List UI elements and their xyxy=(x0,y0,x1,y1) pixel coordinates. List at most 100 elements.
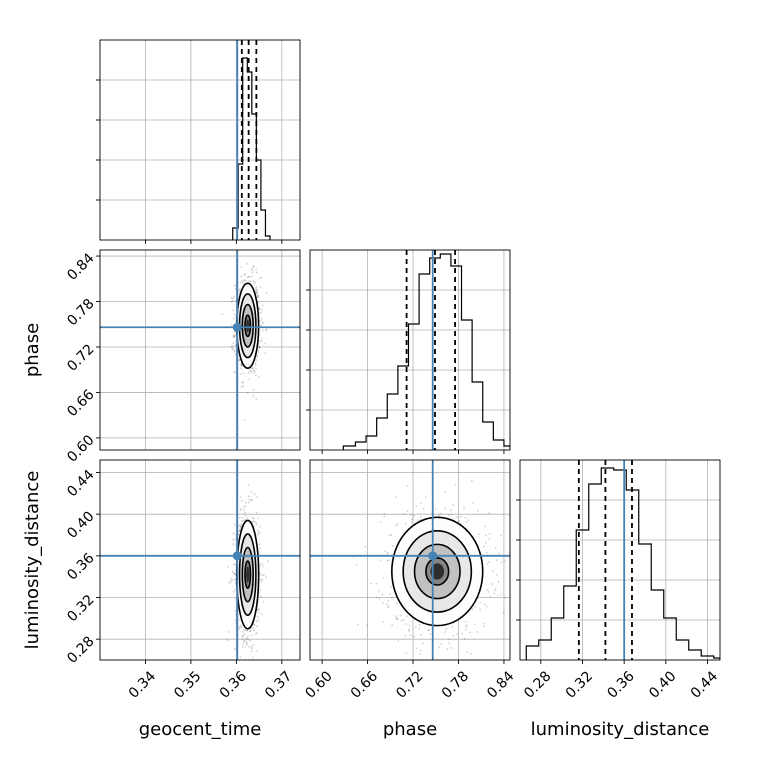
sample-point xyxy=(504,596,507,599)
sample-point xyxy=(450,647,452,649)
sample-point xyxy=(233,335,236,338)
sample-point xyxy=(247,372,250,375)
sample-point xyxy=(243,633,246,636)
sample-point xyxy=(260,663,262,665)
sample-point xyxy=(233,336,236,339)
sample-point xyxy=(233,331,236,334)
sample-point xyxy=(387,606,389,609)
sample-point xyxy=(245,637,247,640)
sample-point xyxy=(255,286,258,289)
sample-point xyxy=(234,589,236,592)
sample-point xyxy=(247,635,249,637)
sample-point xyxy=(253,282,256,285)
sample-point xyxy=(255,267,258,270)
sample-point xyxy=(411,518,414,521)
sample-point xyxy=(259,578,262,581)
sample-point xyxy=(424,496,427,499)
sample-point xyxy=(259,339,261,342)
sample-point xyxy=(488,595,491,598)
sample-point xyxy=(256,295,259,298)
sample-point xyxy=(262,322,265,325)
sample-point xyxy=(254,281,256,284)
sample-point xyxy=(260,595,263,598)
sample-point xyxy=(258,347,260,349)
sample-point xyxy=(239,516,241,519)
sample-point xyxy=(391,624,394,626)
sample-point xyxy=(243,418,246,421)
sample-point xyxy=(455,633,458,635)
sample-point xyxy=(261,329,264,332)
sample-point xyxy=(244,504,247,507)
sample-point xyxy=(253,520,256,523)
y-tick-label-luminosity_distance: 0.32 xyxy=(64,592,97,625)
sample-point xyxy=(234,578,236,581)
sample-point xyxy=(241,499,243,502)
sample-point xyxy=(234,345,237,347)
sample-point xyxy=(252,644,255,646)
sample-point xyxy=(488,538,491,540)
sample-point xyxy=(240,363,243,366)
sample-point xyxy=(243,640,246,642)
joint-panel-phase-luminosity_distance xyxy=(310,460,513,660)
sample-point xyxy=(494,588,497,591)
sample-point xyxy=(399,614,402,617)
sample-point xyxy=(382,621,385,624)
sample-point xyxy=(238,288,241,291)
sample-point xyxy=(242,279,245,282)
sample-point xyxy=(234,579,237,581)
sample-point xyxy=(255,291,258,294)
sample-point xyxy=(445,627,448,630)
sample-point xyxy=(511,534,513,536)
sample-point xyxy=(241,637,244,640)
sample-point xyxy=(243,640,245,642)
sample-point xyxy=(230,580,233,583)
sample-point xyxy=(255,271,258,274)
sample-point xyxy=(245,641,248,643)
histogram-geocent_time xyxy=(232,57,271,240)
joint-panel-geocent_time-luminosity_distance xyxy=(100,460,300,665)
sample-point xyxy=(252,369,255,372)
y-tick-label-phase: 0.72 xyxy=(64,341,97,374)
sample-point xyxy=(243,273,246,276)
contour-line xyxy=(244,560,252,589)
histogram-panel-phase xyxy=(310,250,510,450)
sample-point xyxy=(251,647,253,650)
sample-point xyxy=(231,345,234,347)
sample-point xyxy=(482,622,485,625)
sample-point xyxy=(248,280,251,283)
sample-point xyxy=(230,577,232,580)
sample-point xyxy=(471,608,474,610)
sample-point xyxy=(413,515,415,517)
sample-point xyxy=(261,562,264,565)
sample-point xyxy=(231,579,234,582)
sample-point xyxy=(488,560,490,563)
sample-point xyxy=(260,337,263,340)
sample-point xyxy=(262,601,265,603)
sample-point xyxy=(261,578,264,581)
sample-point xyxy=(244,514,247,517)
sample-point xyxy=(240,523,243,526)
sample-point xyxy=(438,514,440,517)
sample-point xyxy=(405,652,408,654)
y-axis-label-phase: phase xyxy=(22,323,43,377)
sample-point xyxy=(470,652,473,655)
sample-point xyxy=(258,296,260,299)
sample-point xyxy=(256,356,259,358)
sample-point xyxy=(239,509,242,512)
sample-point xyxy=(253,369,256,372)
sample-point xyxy=(386,552,389,555)
sample-point xyxy=(387,605,390,608)
sample-point xyxy=(259,547,261,550)
panel-frame xyxy=(309,459,511,661)
sample-point xyxy=(250,645,253,648)
sample-point xyxy=(239,281,242,284)
sample-point xyxy=(257,532,260,535)
sample-point xyxy=(242,384,245,387)
sample-point xyxy=(258,543,261,546)
sample-point xyxy=(448,638,451,641)
sample-point xyxy=(364,545,367,548)
sample-point xyxy=(410,521,413,524)
sample-point xyxy=(233,349,236,352)
contour-line xyxy=(238,533,257,617)
